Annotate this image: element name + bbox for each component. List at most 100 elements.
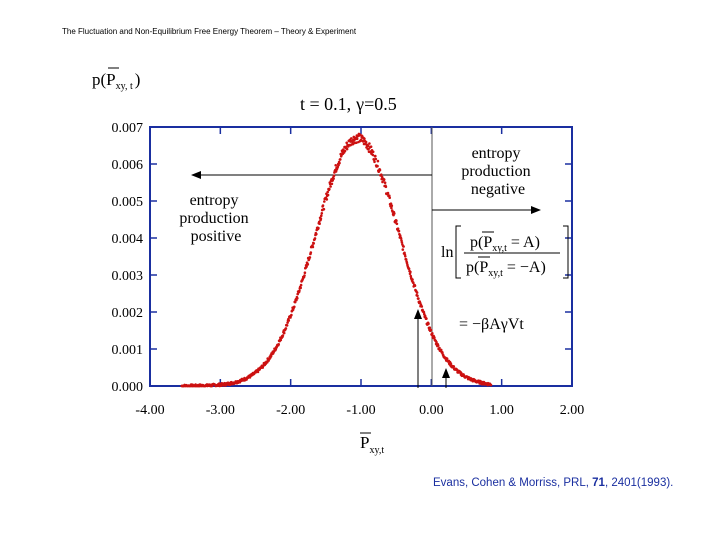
data-point <box>308 256 312 259</box>
y-ticks: 0.000 0.001 0.002 0.003 0.004 0.005 0.006 0.007 <box>112 121 572 395</box>
data-point <box>285 324 289 327</box>
data-point <box>299 286 303 290</box>
data-point <box>248 376 252 379</box>
data-point <box>412 281 415 285</box>
data-point <box>282 331 286 335</box>
data-point <box>277 343 281 346</box>
data-point <box>299 283 303 287</box>
data-point <box>409 270 412 274</box>
data-point <box>350 137 353 140</box>
y-tick-label: 0.005 <box>112 195 144 210</box>
y-tick-label: 0.006 <box>112 158 144 173</box>
data-point <box>364 140 368 144</box>
data-point <box>400 241 404 244</box>
data-point <box>366 144 370 147</box>
data-point <box>344 145 348 149</box>
y-tick-label: 0.004 <box>112 232 144 247</box>
data-point <box>313 237 317 240</box>
data-point <box>323 200 326 203</box>
x-tick-label: 2.00 <box>560 403 585 418</box>
data-point <box>425 317 428 320</box>
data-point <box>389 202 393 205</box>
data-point <box>449 362 453 365</box>
formula-right-bracket <box>563 225 569 279</box>
y-tick-label: 0.002 <box>112 306 144 321</box>
data-point <box>376 159 380 163</box>
data-point <box>445 357 449 360</box>
data-point <box>374 157 378 161</box>
data-point <box>286 321 289 324</box>
x-tick-label: -2.00 <box>276 403 305 418</box>
data-point <box>399 237 403 240</box>
data-point <box>343 149 347 153</box>
data-point <box>411 278 414 281</box>
data-point <box>441 351 444 354</box>
x-tick-label: -3.00 <box>206 403 235 418</box>
data-point <box>369 145 373 148</box>
data-point <box>390 204 394 207</box>
data-point <box>355 137 359 141</box>
formula-rhs: = −βAγVt <box>459 316 524 333</box>
data-point <box>435 340 438 344</box>
data-point <box>393 212 396 215</box>
data-point <box>319 217 323 220</box>
data-point <box>345 141 349 145</box>
data-point <box>311 245 315 249</box>
y-tick-label: 0.003 <box>112 269 144 284</box>
data-point <box>325 198 329 201</box>
data-point <box>305 265 308 268</box>
data-point <box>371 150 375 154</box>
data-point <box>303 271 307 275</box>
data-point <box>318 222 321 225</box>
data-point <box>317 226 320 230</box>
data-point <box>345 147 349 151</box>
y-tick-label: 0.007 <box>112 121 144 136</box>
data-point <box>290 313 293 317</box>
data-point <box>427 322 430 326</box>
data-point <box>338 161 341 165</box>
data-point <box>436 344 440 347</box>
data-point <box>334 170 338 173</box>
data-point <box>322 207 326 211</box>
data-point <box>326 193 330 197</box>
formula: ln p(Pxy,t = A) p(Pxy,t = −A) = −βAγVt <box>441 225 569 333</box>
data-point <box>388 196 392 199</box>
data-point <box>373 160 376 164</box>
y-tick-label: 0.001 <box>112 343 144 358</box>
data-point <box>395 222 399 226</box>
data-point <box>293 305 296 309</box>
data-point <box>320 214 323 217</box>
data-point <box>402 245 405 248</box>
x-tick-label: 1.00 <box>489 403 514 418</box>
data-point <box>303 274 306 277</box>
annotation-negative: entropy production negative <box>461 145 534 198</box>
data-point <box>420 305 424 308</box>
data-point <box>334 164 338 167</box>
data-point <box>429 328 433 332</box>
data-point <box>395 219 398 222</box>
data-point <box>396 227 400 230</box>
x-tick-label: -1.00 <box>346 403 375 418</box>
data-point <box>368 142 371 145</box>
data-point <box>315 232 318 236</box>
data-point <box>320 212 324 215</box>
data-point <box>339 158 342 161</box>
data-point <box>413 284 417 288</box>
data-point <box>404 254 407 258</box>
data-point <box>390 206 393 210</box>
data-point <box>417 297 420 300</box>
data-point <box>384 185 388 189</box>
data-point <box>376 164 379 168</box>
data-point <box>330 182 334 186</box>
data-point <box>281 334 285 337</box>
y-tick-label: 0.000 <box>112 380 144 395</box>
data-point <box>321 204 325 207</box>
data-point <box>296 292 300 296</box>
data-point <box>401 248 405 251</box>
data-point <box>397 229 401 233</box>
data-point <box>279 338 283 342</box>
data-point <box>416 294 419 298</box>
data-point <box>355 141 358 144</box>
data-point <box>404 258 408 261</box>
